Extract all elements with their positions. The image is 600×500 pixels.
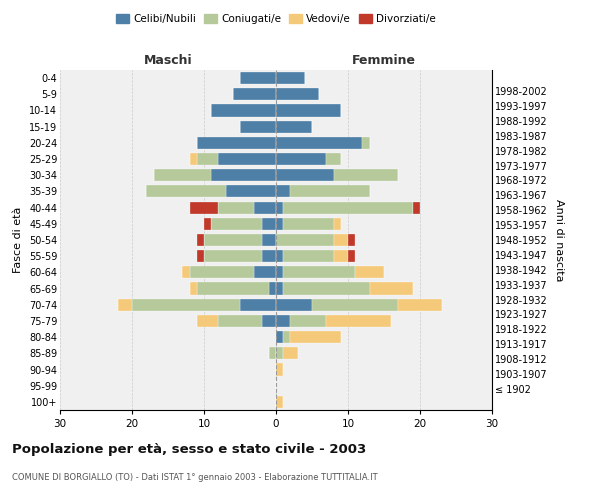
Bar [276, 186, 290, 198]
Bar [290, 315, 326, 327]
Bar [262, 315, 276, 327]
Bar [276, 153, 326, 165]
Bar [154, 169, 211, 181]
Bar [269, 348, 276, 360]
Bar [276, 234, 334, 246]
Bar [276, 120, 312, 132]
Bar [197, 315, 218, 327]
Bar [211, 104, 276, 117]
Bar [262, 234, 276, 246]
Text: COMUNE DI BORGIALLO (TO) - Dati ISTAT 1° gennaio 2003 - Elaborazione TUTTITALIA.: COMUNE DI BORGIALLO (TO) - Dati ISTAT 1°… [12, 472, 377, 482]
Bar [398, 298, 442, 311]
Bar [276, 218, 283, 230]
Bar [204, 250, 262, 262]
Bar [355, 266, 384, 278]
Bar [262, 250, 276, 262]
Bar [190, 282, 197, 294]
Bar [276, 282, 283, 294]
Bar [218, 315, 262, 327]
Bar [276, 202, 283, 213]
Bar [276, 169, 334, 181]
Bar [240, 120, 276, 132]
Bar [240, 298, 276, 311]
Bar [276, 250, 283, 262]
Bar [204, 218, 211, 230]
Bar [182, 266, 190, 278]
Bar [276, 104, 341, 117]
Bar [197, 153, 218, 165]
Bar [348, 234, 355, 246]
Bar [218, 153, 276, 165]
Bar [262, 218, 276, 230]
Bar [254, 202, 276, 213]
Text: Popolazione per età, sesso e stato civile - 2003: Popolazione per età, sesso e stato civil… [12, 442, 366, 456]
Bar [283, 250, 334, 262]
Bar [276, 72, 305, 84]
Bar [326, 315, 391, 327]
Bar [276, 315, 290, 327]
Bar [283, 348, 298, 360]
Bar [190, 266, 254, 278]
Bar [326, 153, 341, 165]
Bar [276, 88, 319, 101]
Bar [226, 186, 276, 198]
Bar [276, 298, 312, 311]
Bar [197, 250, 204, 262]
Bar [283, 282, 370, 294]
Bar [254, 266, 276, 278]
Y-axis label: Anni di nascita: Anni di nascita [554, 198, 565, 281]
Bar [204, 234, 262, 246]
Bar [348, 250, 355, 262]
Bar [276, 331, 283, 343]
Bar [269, 282, 276, 294]
Bar [334, 234, 348, 246]
Bar [211, 218, 262, 230]
Text: Maschi: Maschi [143, 54, 193, 67]
Bar [283, 202, 413, 213]
Bar [276, 364, 283, 376]
Bar [276, 137, 362, 149]
Bar [362, 137, 370, 149]
Bar [197, 282, 269, 294]
Bar [312, 298, 398, 311]
Bar [370, 282, 413, 294]
Bar [334, 218, 341, 230]
Bar [190, 202, 218, 213]
Bar [413, 202, 420, 213]
Bar [334, 169, 398, 181]
Bar [290, 186, 370, 198]
Bar [233, 88, 276, 101]
Bar [118, 298, 132, 311]
Bar [197, 137, 276, 149]
Text: Femmine: Femmine [352, 54, 416, 67]
Bar [276, 348, 283, 360]
Bar [290, 331, 341, 343]
Bar [240, 72, 276, 84]
Bar [211, 169, 276, 181]
Y-axis label: Fasce di età: Fasce di età [13, 207, 23, 273]
Bar [146, 186, 226, 198]
Bar [276, 266, 283, 278]
Bar [218, 202, 254, 213]
Bar [132, 298, 240, 311]
Legend: Celibi/Nubili, Coniugati/e, Vedovi/e, Divorziati/e: Celibi/Nubili, Coniugati/e, Vedovi/e, Di… [112, 10, 440, 29]
Bar [283, 266, 355, 278]
Bar [334, 250, 348, 262]
Bar [197, 234, 204, 246]
Bar [283, 218, 334, 230]
Bar [190, 153, 197, 165]
Bar [276, 396, 283, 408]
Bar [283, 331, 290, 343]
